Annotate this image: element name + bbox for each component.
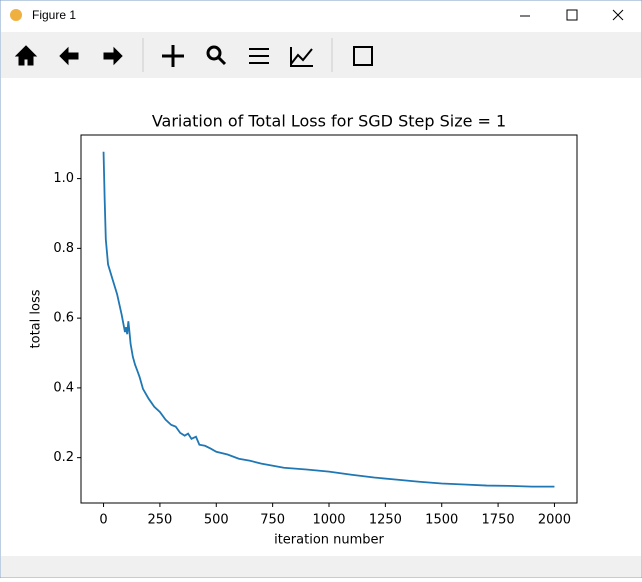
y-tick-label: 0.8	[53, 241, 74, 256]
y-tick-label: 0.6	[53, 311, 74, 326]
loss-line	[102, 151, 555, 488]
plot-frame	[80, 134, 578, 504]
y-tick-label: 1.0	[53, 171, 74, 186]
x-tick-label: 750	[260, 513, 285, 528]
back-button[interactable]	[59, 46, 79, 66]
pan-button[interactable]	[162, 45, 184, 67]
x-tick-label: 1750	[482, 513, 515, 528]
edit-button[interactable]	[290, 47, 313, 67]
x-tick-label: 1500	[425, 513, 458, 528]
x-tick-label: 250	[147, 513, 172, 528]
toolbar	[1, 32, 641, 78]
chart-title: Variation of Total Loss for SGD Step Siz…	[152, 112, 506, 131]
close-button[interactable]	[612, 9, 624, 21]
y-axis-label: total loss	[29, 289, 44, 348]
x-tick-label: 2000	[538, 513, 571, 528]
title-bar: Figure 1	[10, 8, 624, 22]
window-title: Figure 1	[32, 8, 76, 22]
x-tick-label: 1250	[369, 513, 402, 528]
y-tick-label: 0.4	[53, 380, 74, 395]
x-tick-label: 500	[204, 513, 229, 528]
x-tick-label: 1000	[312, 513, 345, 528]
app-icon	[10, 9, 22, 21]
toolbar-buttons	[14, 38, 373, 72]
x-tick-label: 0	[99, 513, 107, 528]
y-tick-label: 0.2	[53, 450, 74, 465]
maximize-button[interactable]	[566, 9, 578, 21]
configure-button[interactable]	[249, 48, 269, 64]
home-button[interactable]	[14, 45, 38, 66]
x-axis-label: iteration number	[274, 533, 384, 548]
status-bar	[1, 556, 641, 577]
save-button[interactable]	[353, 46, 373, 66]
zoom-button[interactable]	[206, 45, 222, 61]
forward-button[interactable]	[103, 46, 123, 66]
